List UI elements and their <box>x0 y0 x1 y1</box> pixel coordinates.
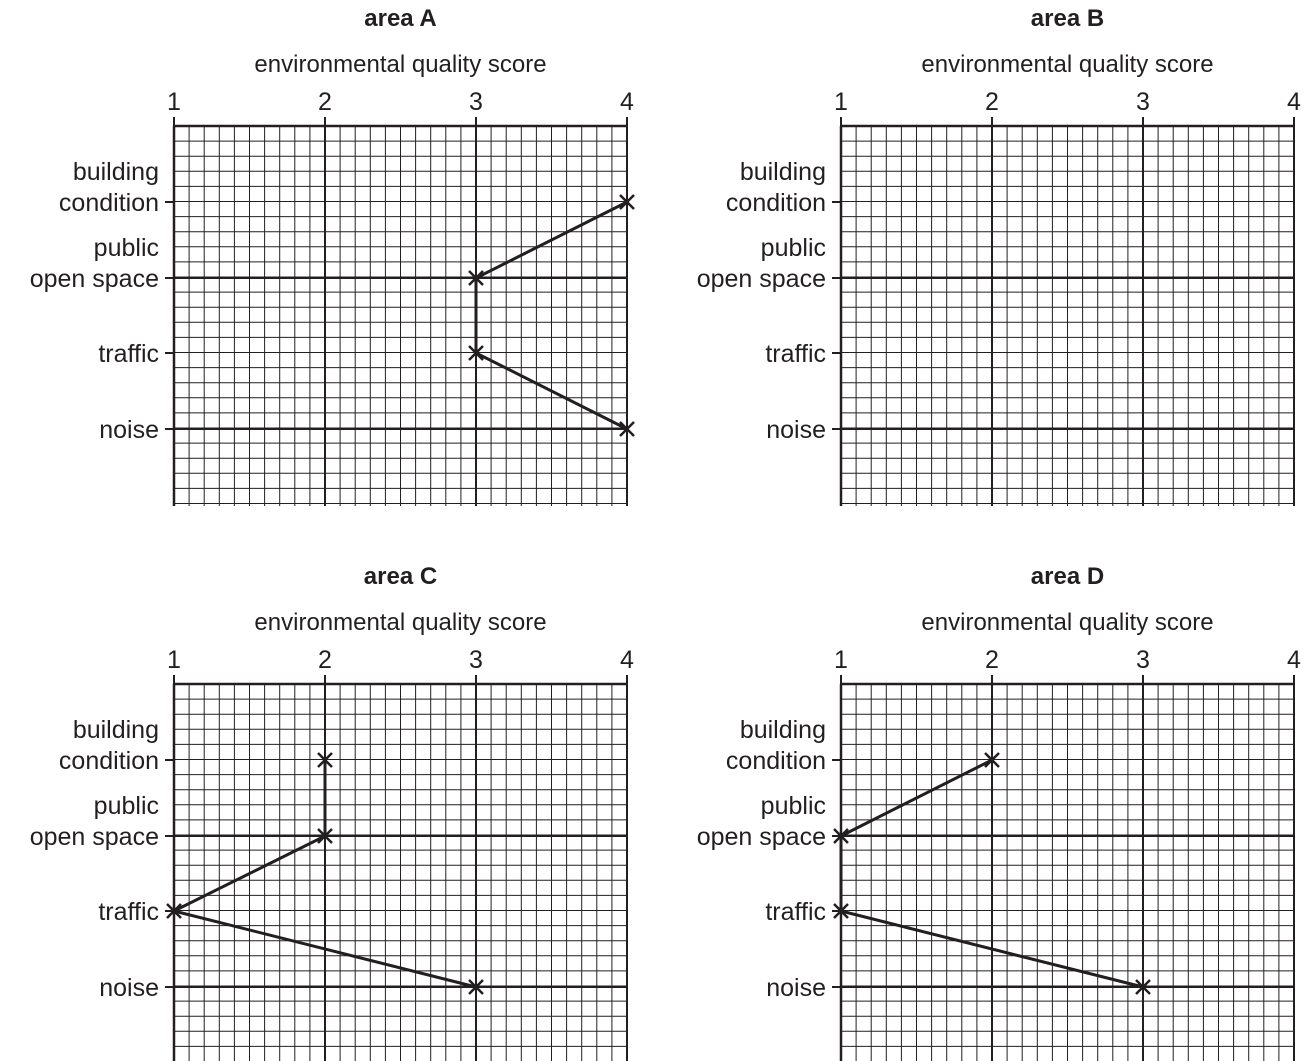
data-point <box>468 979 484 995</box>
category-label: public open space <box>30 792 159 851</box>
panel-4: area D environmental quality score 1 2 3 4 bui… <box>697 563 1301 1061</box>
x-tick-label: 2 <box>985 88 999 116</box>
data-point <box>317 828 333 844</box>
x-tick-label: 1 <box>834 88 848 116</box>
x-tick-label: 4 <box>1287 646 1301 674</box>
data-point <box>468 345 484 361</box>
category-label: public open space <box>697 234 826 293</box>
x-axis-label: environmental quality score <box>921 609 1213 636</box>
data-point <box>166 903 182 919</box>
x-tick-label: 1 <box>167 88 181 116</box>
data-point <box>317 752 333 768</box>
grid <box>841 126 1295 506</box>
x-tick-label: 4 <box>620 646 634 674</box>
category-label: traffic <box>98 340 159 368</box>
x-tick-label: 4 <box>1287 88 1301 116</box>
data-point <box>984 752 1000 768</box>
category-label: building condition <box>726 716 826 775</box>
grid <box>174 126 628 506</box>
category-label: public open space <box>30 234 159 293</box>
data-point <box>468 270 484 286</box>
series-line <box>474 200 628 431</box>
x-tick-label: 2 <box>318 646 332 674</box>
data-point <box>1135 979 1151 995</box>
category-label: noise <box>99 416 159 444</box>
category-label: noise <box>99 974 159 1002</box>
chart-title: area A <box>364 5 437 32</box>
category-label: traffic <box>98 898 159 926</box>
category-label: building condition <box>59 716 159 775</box>
grid <box>841 684 1295 1061</box>
x-tick-label: 3 <box>469 88 483 116</box>
x-tick-label: 3 <box>1136 88 1150 116</box>
data-point <box>619 421 635 437</box>
panel-2: area B environmental quality score 1 2 3 4 bui… <box>697 5 1301 506</box>
data-point <box>833 828 849 844</box>
x-tick-label: 2 <box>985 646 999 674</box>
x-axis-label: environmental quality score <box>921 51 1213 78</box>
x-tick-label: 4 <box>620 88 634 116</box>
series-line <box>172 760 477 989</box>
chart-title: area D <box>1031 563 1104 590</box>
category-label: traffic <box>765 340 826 368</box>
grid <box>174 684 628 1061</box>
x-tick-label: 1 <box>167 646 181 674</box>
category-label: building condition <box>726 158 826 217</box>
category-label: traffic <box>765 898 826 926</box>
data-point <box>833 903 849 919</box>
category-label: building condition <box>59 158 159 217</box>
category-label: noise <box>766 974 826 1002</box>
chart-title: area B <box>1031 5 1104 32</box>
x-tick-label: 3 <box>469 646 483 674</box>
category-label: public open space <box>697 792 826 851</box>
panel-3: area C environmental quality score 1 2 3 4 bui… <box>30 563 634 1061</box>
series-line <box>839 758 1144 989</box>
data-point <box>619 194 635 210</box>
panel-1: area A environmental quality score 1 2 3 4 bui… <box>30 5 635 506</box>
x-tick-label: 1 <box>834 646 848 674</box>
x-tick-label: 2 <box>318 88 332 116</box>
x-axis-label: environmental quality score <box>254 609 546 636</box>
category-label: noise <box>766 416 826 444</box>
x-tick-label: 3 <box>1136 646 1150 674</box>
chart-title: area C <box>364 563 437 590</box>
x-axis-label: environmental quality score <box>254 51 546 78</box>
